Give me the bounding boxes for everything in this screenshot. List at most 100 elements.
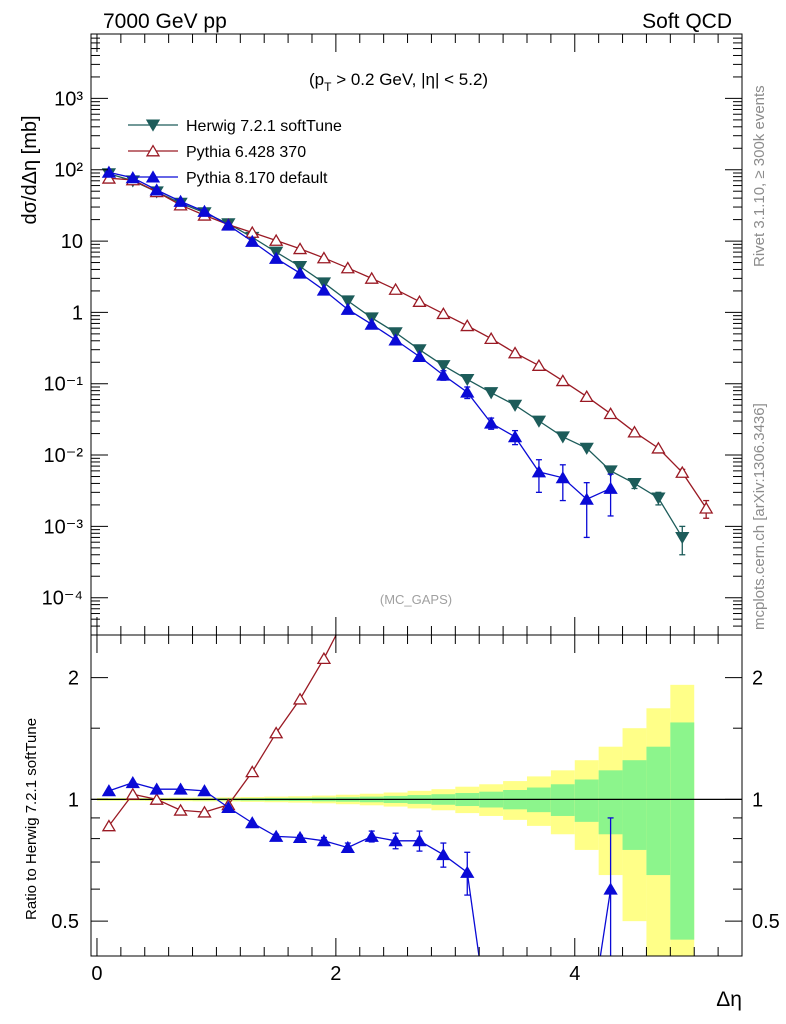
pythia8-ratio-point bbox=[316, 834, 332, 847]
cuts-label-pre: (p bbox=[309, 70, 324, 89]
pythia8-point bbox=[364, 317, 379, 330]
pythia8-point bbox=[531, 465, 547, 478]
pythia8-point bbox=[101, 165, 117, 178]
pythia8-ratio-point bbox=[412, 834, 427, 847]
pythia8-ratio-point bbox=[221, 800, 236, 813]
legend-label: Pythia 8.170 default bbox=[186, 170, 328, 187]
main-ytick-label: 10⁻³ bbox=[44, 516, 84, 538]
herwig-point bbox=[651, 492, 666, 505]
pythia8-point bbox=[412, 349, 427, 363]
pythia8-ratio-point bbox=[292, 830, 308, 843]
process-label: Soft QCD bbox=[642, 10, 732, 33]
pythia8-point bbox=[579, 492, 594, 505]
pythia8-ratio-point bbox=[197, 784, 212, 797]
ratio-xtick-label: 4 bbox=[569, 963, 580, 985]
cuts-label-sub: T bbox=[324, 80, 332, 94]
pythia8-ratio-point bbox=[388, 834, 403, 847]
pythia6-point bbox=[388, 282, 403, 295]
band-inner-bin bbox=[622, 760, 647, 850]
pythia8-point bbox=[436, 368, 451, 381]
pythia8-point bbox=[173, 194, 188, 207]
pythia8-point bbox=[340, 302, 355, 315]
pythia8-ratio-point bbox=[245, 816, 260, 829]
pythia8-point bbox=[269, 251, 284, 264]
pythia8-point bbox=[388, 333, 403, 346]
main-ylabel: dσ/dΔη [mb] bbox=[19, 115, 41, 224]
herwig-point bbox=[627, 477, 642, 491]
main-ytick-label: 1 bbox=[72, 302, 83, 324]
pythia6-ratio-line bbox=[108, 635, 337, 827]
herwig-point bbox=[388, 327, 403, 340]
analysis-tag: (MC_GAPS) bbox=[380, 592, 452, 607]
pythia6-point bbox=[316, 251, 332, 264]
herwig-point bbox=[579, 442, 594, 455]
pythia8-point bbox=[197, 204, 212, 217]
pythia8-ratio-point bbox=[269, 829, 284, 842]
pythia6-ratio-point bbox=[245, 765, 260, 778]
ratio-uncertainty-band bbox=[96, 684, 695, 956]
cuts-label-post: > 0.2 GeV, |η| < 5.2) bbox=[331, 70, 488, 89]
pythia6-point bbox=[292, 242, 308, 255]
band-inner-bin bbox=[550, 784, 575, 816]
ratio-xlabel: Δη bbox=[716, 988, 742, 1011]
ratio-ytick-label-right: 2 bbox=[752, 668, 763, 690]
herwig-point bbox=[555, 431, 570, 444]
pythia6-point bbox=[484, 331, 499, 344]
axes-layer: 10⁻⁴ 10⁻³ 10⁻² 10⁻¹ 1 10 10² 10³ 0.5 0.5 1 1 2 2 0 2 4 bbox=[42, 33, 780, 985]
pythia8-point bbox=[292, 266, 308, 279]
herwig-point bbox=[436, 360, 451, 373]
pythia6-point bbox=[412, 294, 427, 307]
pythia8-point bbox=[484, 416, 499, 429]
pythia8-ratio-point bbox=[149, 782, 164, 795]
main-ytick-label: 10³ bbox=[54, 88, 83, 110]
herwig-point bbox=[460, 373, 475, 387]
band-inner-bin bbox=[598, 770, 623, 835]
main-series-layer bbox=[101, 165, 714, 556]
pythia6-point bbox=[651, 441, 666, 454]
ratio-xtick-label: 2 bbox=[330, 963, 341, 985]
legend: Herwig 7.2.1 softTune Pythia 6.428 370 Pyt… bbox=[128, 118, 342, 187]
pythia6-point bbox=[627, 425, 642, 438]
band-inner-bin bbox=[646, 746, 671, 876]
ratio-ytick-label: 0.5 bbox=[51, 911, 79, 933]
pythia8-point bbox=[221, 218, 236, 231]
energy-label: 7000 GeV pp bbox=[103, 10, 227, 33]
legend-marker bbox=[145, 119, 161, 132]
pythia6-series bbox=[101, 171, 714, 519]
ratio-ytick-label: 1 bbox=[68, 789, 79, 811]
pythia8-series bbox=[101, 165, 618, 539]
ratio-ytick-label-right: 0.5 bbox=[752, 911, 780, 933]
main-ytick-label: 10² bbox=[54, 160, 83, 182]
band-inner-bin bbox=[670, 722, 695, 940]
legend-label: Herwig 7.2.1 softTune bbox=[186, 118, 342, 135]
herwig-point bbox=[340, 295, 355, 308]
herwig-line bbox=[108, 173, 683, 538]
pythia6-ratio-point bbox=[269, 726, 284, 739]
pythia8-point bbox=[245, 234, 260, 247]
pythia6-ratio-point bbox=[125, 787, 140, 800]
ratio-ytick-label: 2 bbox=[68, 668, 79, 690]
pythia8-point bbox=[460, 385, 475, 398]
main-ytick-label: 10⁻⁴ bbox=[42, 588, 83, 610]
pythia6-point bbox=[699, 501, 714, 514]
pythia6-point bbox=[555, 374, 570, 387]
pythia8-point bbox=[555, 471, 570, 484]
ratio-series-layer bbox=[101, 635, 618, 956]
pythia6-ratio-point bbox=[101, 819, 117, 832]
pythia6-line bbox=[108, 177, 707, 509]
mcplots-label: mcplots.cern.ch [arXiv:1306.3436] bbox=[751, 403, 768, 630]
legend-label: Pythia 6.428 370 bbox=[186, 144, 306, 161]
pythia6-point bbox=[507, 346, 523, 359]
herwig-point bbox=[507, 399, 523, 412]
legend-marker bbox=[145, 144, 161, 157]
herwig-series bbox=[101, 168, 690, 556]
pythia6-point bbox=[269, 233, 284, 246]
pythia6-point bbox=[531, 358, 547, 371]
pythia8-point bbox=[507, 430, 523, 443]
pythia8-ratio-point bbox=[125, 775, 140, 789]
pythia8-ratio-point bbox=[603, 882, 618, 895]
rivet-label: Rivet 3.1.10, ≥ 300k events bbox=[751, 85, 768, 267]
herwig-point bbox=[316, 277, 332, 290]
ratio-xtick-label: 0 bbox=[91, 963, 102, 985]
herwig-point bbox=[675, 531, 690, 545]
